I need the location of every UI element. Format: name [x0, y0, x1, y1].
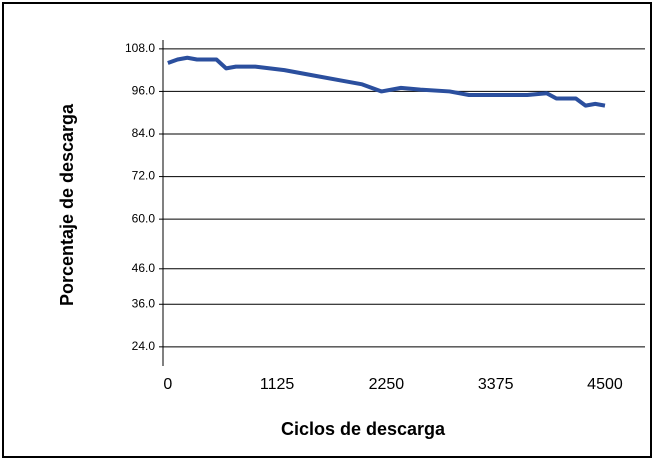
frame [2, 2, 652, 458]
y-tick-label: 60.0 [132, 211, 156, 225]
y-tick-label: 36.0 [132, 296, 156, 310]
y-axis-label: Porcentaje de descarga [57, 103, 77, 306]
y-tick-label: 84.0 [132, 126, 156, 140]
y-tick-label: 108.0 [125, 41, 155, 55]
y-tick-label: 46.0 [132, 261, 156, 275]
x-tick-label: 2250 [369, 376, 405, 393]
x-tick-label: 3375 [478, 376, 514, 393]
x-tick-label: 1125 [260, 376, 295, 393]
x-tick-label: 4500 [587, 376, 623, 393]
x-tick-label: 0 [163, 376, 172, 393]
y-tick-label: 72.0 [132, 169, 156, 183]
data-line [167, 55, 606, 108]
x-axis-label: Ciclos de descarga [281, 419, 446, 439]
y-tick-label: 96.0 [132, 84, 156, 98]
y-tick-label: 24.0 [132, 339, 156, 353]
